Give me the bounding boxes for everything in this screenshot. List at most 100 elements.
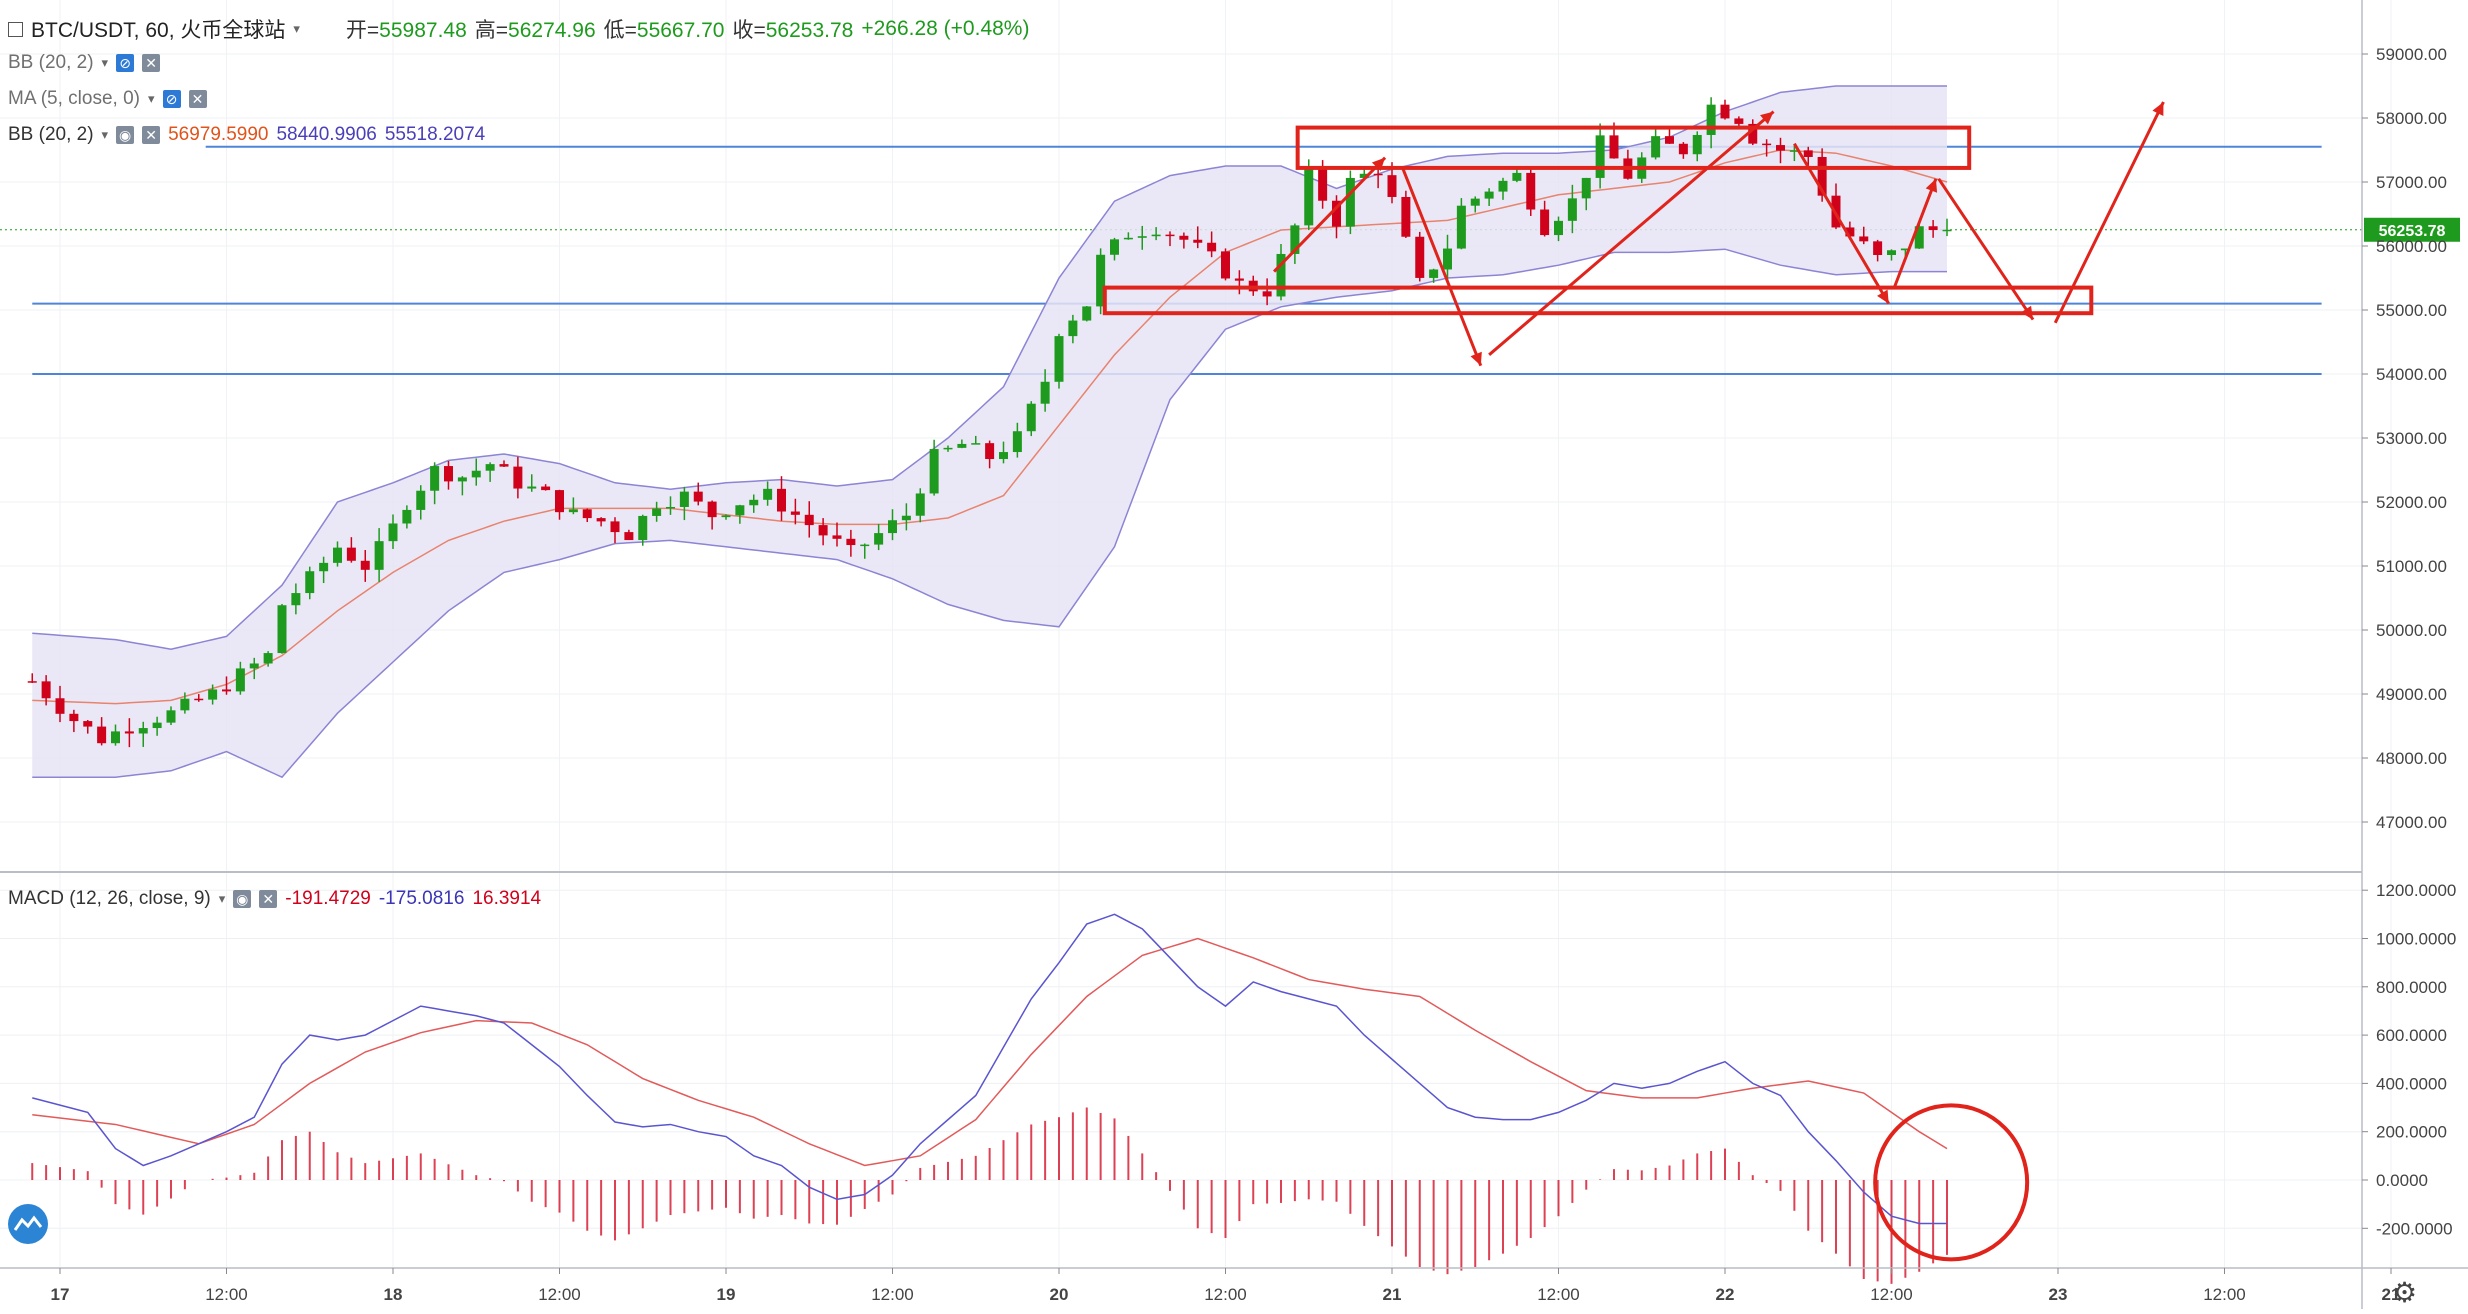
macd-line bbox=[32, 913, 1947, 1225]
candle-body bbox=[1470, 198, 1480, 206]
time-tick-label: 19 bbox=[717, 1285, 736, 1304]
candle-body bbox=[1540, 209, 1550, 236]
ohlc-open: 开=55987.48 bbox=[345, 19, 467, 42]
candle-body bbox=[1817, 156, 1827, 196]
macd-signal-value: 16.3914 bbox=[472, 888, 542, 909]
candle-body bbox=[1262, 291, 1272, 297]
arrow-up-2-head bbox=[1760, 111, 1774, 125]
chevron-down-icon[interactable]: ▾ bbox=[148, 91, 155, 106]
candle-body bbox=[1859, 236, 1869, 242]
hide-eye-icon[interactable]: ⊘ bbox=[116, 54, 135, 72]
candle-body bbox=[763, 488, 773, 500]
price-tick-label: 55000.00 bbox=[2376, 301, 2447, 320]
candle-body bbox=[1026, 403, 1036, 432]
price-tick-label: 59000.00 bbox=[2376, 45, 2447, 64]
tradingview-logo-icon[interactable] bbox=[8, 1204, 48, 1244]
close-icon[interactable]: ✕ bbox=[188, 90, 207, 108]
indicator-ma[interactable]: MA (5, close, 0) ▾ ⊘ ✕ bbox=[8, 88, 207, 110]
indicator-bb2[interactable]: BB (20, 2) ▾ ◉ ✕ 56979.5990 58440.9906 5… bbox=[8, 124, 485, 146]
candle-body bbox=[957, 443, 967, 448]
candle-body bbox=[874, 533, 884, 545]
time-tick-label: 23 bbox=[2049, 1285, 2068, 1304]
candle-body bbox=[804, 514, 814, 526]
macd-tick-label: 600.0000 bbox=[2376, 1026, 2447, 1045]
annotations bbox=[1102, 101, 2165, 367]
candle-body bbox=[999, 452, 1008, 460]
close-icon[interactable]: ✕ bbox=[142, 54, 161, 72]
symbol-label[interactable]: BTC/USDT, 60, 火币全球站 bbox=[31, 19, 286, 42]
hide-eye-icon[interactable]: ⊘ bbox=[162, 90, 181, 108]
candle-body bbox=[1914, 226, 1924, 249]
candle-body bbox=[1845, 227, 1855, 237]
bollinger-basis-line bbox=[32, 149, 1948, 705]
eye-icon[interactable]: ◉ bbox=[116, 126, 135, 144]
arrow-up-4-head bbox=[2152, 102, 2164, 116]
time-tick-label: 20 bbox=[1050, 1285, 1069, 1304]
candle-body bbox=[1609, 135, 1619, 159]
candle-body bbox=[610, 521, 620, 533]
candle-body bbox=[1110, 239, 1119, 255]
candle-body bbox=[1567, 198, 1577, 221]
candle-body bbox=[1678, 143, 1688, 155]
candle-body bbox=[624, 532, 634, 541]
candle-body bbox=[83, 721, 93, 727]
collapse-icon[interactable] bbox=[8, 21, 23, 37]
candle-body bbox=[1734, 118, 1744, 124]
candle-body bbox=[27, 681, 37, 683]
close-icon[interactable]: ✕ bbox=[142, 126, 161, 144]
time-tick-label: 12:00 bbox=[205, 1285, 248, 1304]
candle-body bbox=[69, 713, 79, 722]
candle-body bbox=[249, 663, 259, 669]
indicator-macd[interactable]: MACD (12, 26, close, 9) ▾ ◉ ✕ -191.4729 … bbox=[8, 888, 541, 910]
candle-body bbox=[1554, 220, 1563, 236]
candle-body bbox=[1304, 167, 1314, 226]
bb1-label: BB (20, 2) bbox=[8, 52, 94, 73]
candle-body bbox=[1581, 177, 1591, 199]
close-icon[interactable]: ✕ bbox=[259, 890, 278, 908]
bollinger-fill bbox=[32, 86, 1947, 778]
eye-icon[interactable]: ◉ bbox=[233, 890, 252, 908]
chevron-down-icon[interactable]: ▾ bbox=[218, 891, 226, 906]
candles bbox=[27, 97, 1952, 748]
candle-body bbox=[1123, 237, 1133, 240]
price-tick-label: 56000.00 bbox=[2376, 237, 2447, 256]
arrow-up-1-head bbox=[1371, 157, 1386, 171]
candle-body bbox=[749, 499, 759, 506]
candle-body bbox=[541, 486, 551, 491]
settings-gear-icon[interactable]: ⚙ bbox=[2392, 1277, 2418, 1308]
candle-body bbox=[1789, 150, 1799, 152]
candle-body bbox=[1290, 225, 1300, 254]
time-tick-label: 12:00 bbox=[1870, 1285, 1913, 1304]
candle-body bbox=[485, 464, 495, 471]
macd-tick-label: 200.0000 bbox=[2376, 1123, 2447, 1142]
candle-body bbox=[513, 466, 523, 489]
candle-body bbox=[777, 488, 786, 512]
arrow-up-3 bbox=[1892, 178, 1938, 289]
time-tick-label: 17 bbox=[51, 1285, 70, 1304]
arrow-down-1-head bbox=[1470, 351, 1482, 366]
candle-body bbox=[1179, 235, 1189, 240]
bollinger-lower-line bbox=[32, 248, 1947, 779]
candle-body bbox=[471, 470, 481, 478]
candle-body bbox=[1942, 229, 1952, 232]
candle-body bbox=[1498, 180, 1508, 192]
chevron-down-icon[interactable]: ▾ bbox=[101, 55, 109, 70]
candle-body bbox=[319, 562, 329, 572]
candle-body bbox=[555, 490, 564, 513]
candle-body bbox=[1706, 104, 1716, 135]
candle-body bbox=[430, 466, 440, 491]
candle-body bbox=[374, 541, 384, 570]
chevron-down-icon[interactable]: ▾ bbox=[293, 21, 300, 36]
ohlc-change: +266.28 (+0.48%) bbox=[861, 17, 1030, 40]
candle-body bbox=[1776, 145, 1785, 151]
candle-body bbox=[499, 464, 509, 467]
price-tick-label: 57000.00 bbox=[2376, 173, 2447, 192]
arrow-down-2-head bbox=[1877, 289, 1889, 304]
candle-body bbox=[180, 698, 190, 711]
indicator-bb1[interactable]: BB (20, 2) ▾ ⊘ ✕ bbox=[8, 52, 161, 74]
candle-body bbox=[735, 505, 745, 516]
chevron-down-icon[interactable]: ▾ bbox=[101, 127, 109, 142]
candle-body bbox=[527, 486, 537, 489]
